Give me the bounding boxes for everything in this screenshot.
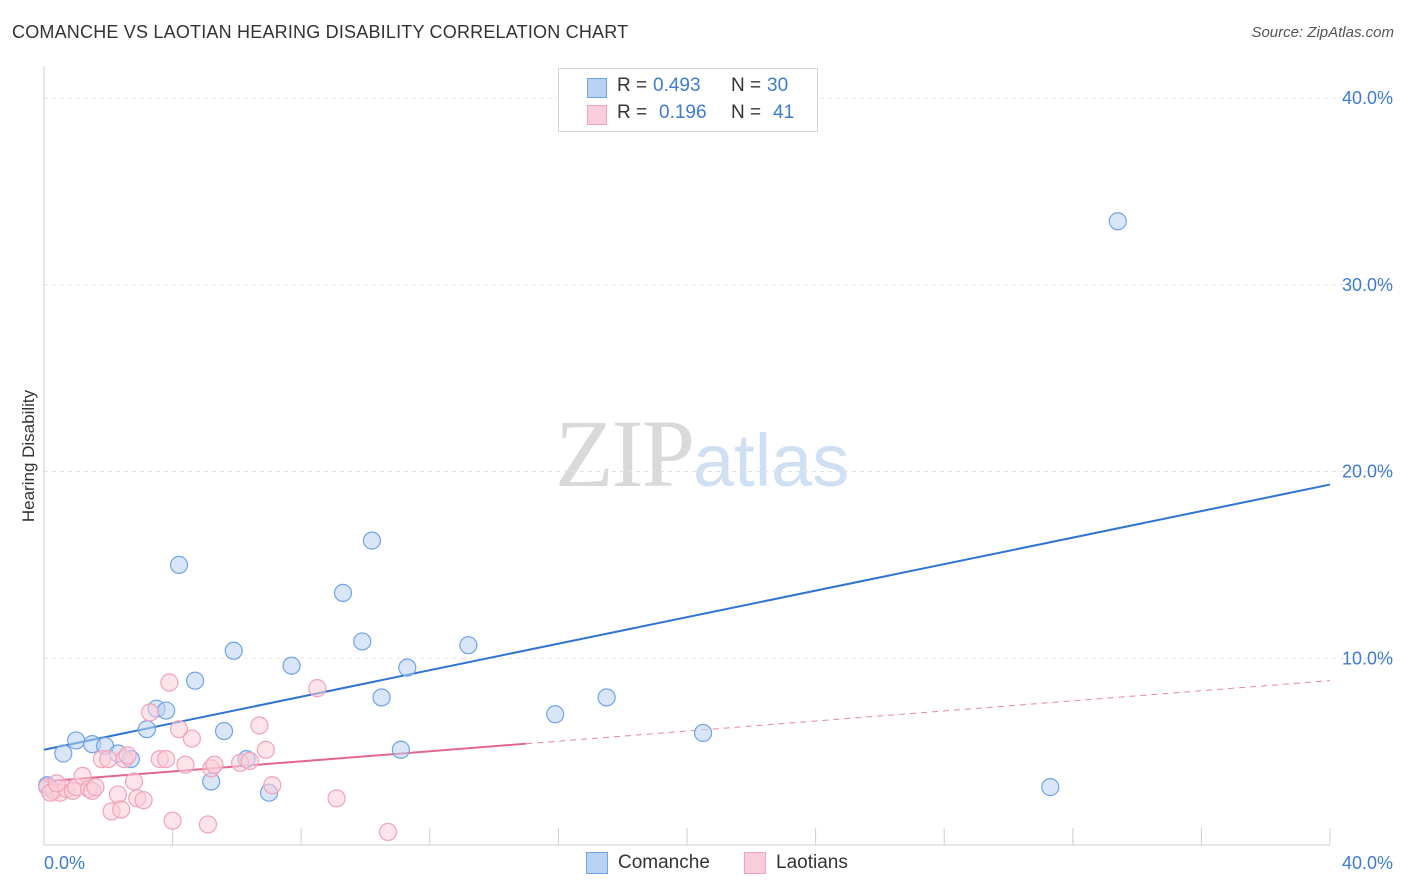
data-point	[256, 740, 275, 759]
legend-swatch-comanche	[587, 78, 607, 98]
data-point	[362, 531, 382, 550]
data-point	[391, 740, 410, 759]
data-point	[163, 811, 182, 830]
data-point	[108, 785, 128, 804]
data-point	[137, 720, 156, 739]
y-tick-labels: 10.0% 20.0% 30.0% 40.0%	[1342, 88, 1393, 668]
series-laotians	[38, 673, 398, 842]
data-point	[118, 746, 137, 765]
data-point	[398, 658, 417, 677]
data-point	[333, 583, 353, 602]
trend-line	[43, 483, 1331, 751]
legend-r-label: R =	[617, 102, 648, 123]
bottom-legend-comanche: Comanche	[586, 852, 710, 876]
data-point	[1108, 212, 1127, 231]
series-comanche	[38, 212, 1127, 802]
data-point	[459, 636, 478, 655]
legend-r-value: 0.196	[659, 102, 707, 123]
data-point	[372, 688, 391, 707]
data-point	[140, 703, 160, 722]
legend-n-value: 30	[767, 75, 789, 96]
trend-lines	[43, 483, 1331, 783]
data-point	[169, 720, 189, 739]
legend-n-label: N =	[731, 102, 762, 123]
watermark-zip: ZIP	[555, 400, 695, 507]
correlation-legend: R = 0.493 N = 30 R = 0.196 N = 41	[558, 68, 818, 132]
data-point	[353, 632, 372, 651]
data-point	[186, 671, 205, 690]
data-point	[54, 744, 73, 763]
bottom-swatch-laotians	[744, 852, 766, 874]
y-tick-label: 20.0%	[1342, 462, 1393, 482]
chart-title: COMANCHE VS LAOTIAN HEARING DISABILITY C…	[12, 22, 629, 42]
data-point	[176, 755, 195, 774]
data-point	[1041, 778, 1060, 797]
data-point	[546, 705, 565, 724]
data-point	[134, 791, 153, 810]
data-point	[240, 751, 259, 771]
data-point	[693, 723, 713, 743]
bottom-legend-label-laotians: Laotians	[776, 852, 848, 874]
axes	[43, 66, 1331, 846]
data-point	[282, 656, 301, 675]
x-tick-label: 40.0%	[1342, 853, 1393, 873]
source-credit: Source: ZipAtlas.com	[1251, 24, 1394, 41]
data-point	[182, 729, 201, 748]
data-point	[308, 679, 327, 698]
data-point	[157, 749, 176, 769]
x-tick-label: 0.0%	[44, 853, 85, 873]
data-point	[205, 755, 224, 774]
x-tick-labels: 0.0% 40.0%	[44, 853, 1393, 873]
data-point	[67, 731, 86, 750]
y-axis-label: Hearing Disability	[19, 389, 38, 522]
watermark-atlas: atlas	[693, 419, 850, 502]
grid-lines	[44, 97, 1395, 659]
data-point	[86, 778, 105, 797]
legend-n-value: 41	[773, 102, 795, 123]
data-point	[224, 641, 243, 660]
watermark: ZIPatlas	[555, 398, 849, 509]
y-tick-label: 40.0%	[1342, 88, 1393, 108]
data-points	[38, 212, 1127, 842]
data-point	[169, 555, 189, 574]
data-point	[99, 749, 118, 769]
data-point	[160, 673, 179, 692]
data-point	[124, 772, 144, 791]
trend-line-extension	[526, 680, 1331, 745]
data-point	[327, 789, 346, 808]
bottom-swatch-comanche	[586, 852, 608, 874]
y-tick-label: 10.0%	[1342, 648, 1393, 668]
y-tick-label: 30.0%	[1342, 275, 1393, 295]
legend-swatch-laotians	[587, 105, 607, 125]
data-point	[214, 721, 234, 741]
legend-r-value: 0.493	[653, 75, 701, 96]
data-point	[378, 822, 398, 842]
data-point	[47, 774, 66, 793]
bottom-legend-label-comanche: Comanche	[618, 852, 710, 874]
trend-line	[43, 742, 527, 783]
data-point	[112, 800, 131, 819]
data-point	[597, 688, 616, 707]
legend-n-label: N =	[731, 75, 762, 96]
data-point	[157, 701, 176, 720]
data-point	[263, 776, 282, 795]
data-point	[250, 716, 269, 735]
legend-r-label: R =	[617, 75, 648, 96]
bottom-legend-laotians: Laotians	[744, 852, 848, 876]
data-point	[198, 815, 218, 834]
